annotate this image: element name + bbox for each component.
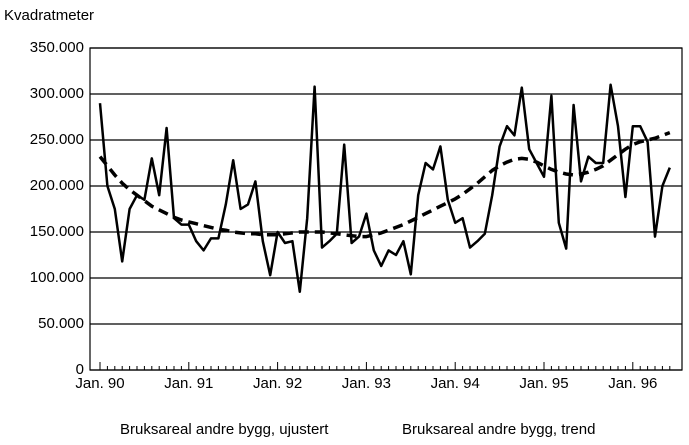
y-tick-label: 0: [76, 361, 84, 378]
y-tick-label: 300.000: [30, 85, 84, 102]
y-axis-label: Kvadratmeter: [4, 7, 94, 24]
y-tick-label: 50.000: [38, 315, 84, 332]
x-tick-label: Jan. 91: [164, 375, 213, 392]
y-tick-label: 200.000: [30, 177, 84, 194]
x-tick-label: Jan. 90: [75, 375, 124, 392]
legend-label: Bruksareal andre bygg, trend: [402, 421, 595, 438]
trend-line: [98, 130, 671, 239]
y-tick-label: 350.000: [30, 39, 84, 56]
plot-frame: [89, 47, 683, 371]
x-tick-label: Jan. 96: [608, 375, 657, 392]
y-tick-label: 100.000: [30, 269, 84, 286]
y-tick-label: 250.000: [30, 131, 84, 148]
y-tick-label: 150.000: [30, 223, 84, 240]
x-tick-label: Jan. 94: [431, 375, 480, 392]
x-tick-label: Jan. 93: [342, 375, 391, 392]
legend-label: Bruksareal andre bygg, ujustert: [120, 421, 329, 438]
x-tick-label: Jan. 92: [253, 375, 302, 392]
data-line: [98, 83, 671, 294]
x-tick-label: Jan. 95: [519, 375, 568, 392]
